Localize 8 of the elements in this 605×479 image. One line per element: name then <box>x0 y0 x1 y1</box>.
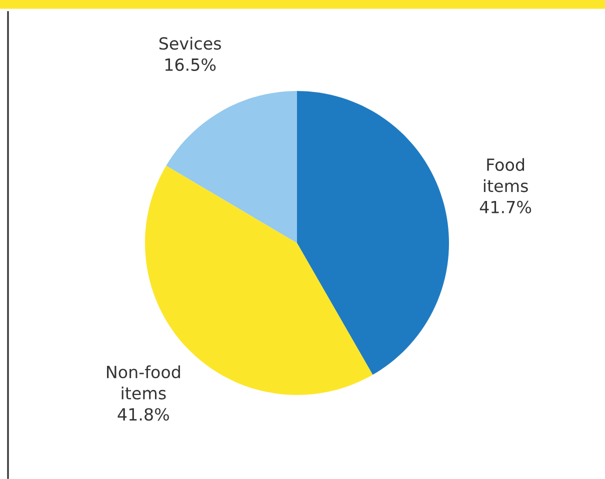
slice-label: Food items <box>484 158 528 192</box>
data-label: 41.7% <box>480 200 532 214</box>
slice-label: Non-food items <box>107 365 180 400</box>
slice-label: Sevices <box>159 36 221 50</box>
pie-slice <box>297 91 449 375</box>
data-label: 41.8% <box>118 408 169 421</box>
pie-slice <box>166 91 297 243</box>
data-label: 16.5% <box>165 58 216 71</box>
